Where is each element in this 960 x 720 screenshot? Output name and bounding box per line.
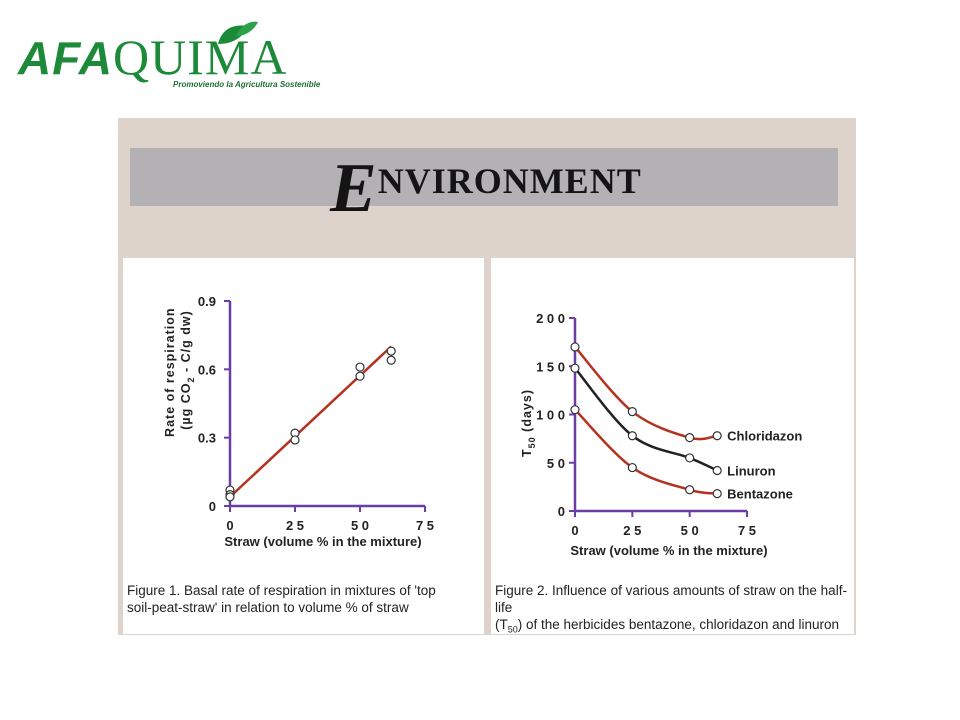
figure-1-y-axis-label: Rate of respiration (µg CO2 - C/g dw) xyxy=(163,303,196,437)
figure-2-caption: Figure 2. Influence of various amounts o… xyxy=(495,582,852,639)
figure-1-chart: 0 2 5 5 0 7 5 0 0.3 0.6 0.9 Straw (volume % in … xyxy=(163,294,434,549)
figure-2-bentazone-point xyxy=(627,462,637,473)
logo-wordmark: AFAQUIMA xyxy=(18,32,287,83)
figure-2-bentazone-line xyxy=(574,408,718,495)
figure-2-caption-line-1: Figure 2. Influence of various amounts o… xyxy=(495,583,847,615)
figure-2-chloridazon-point xyxy=(712,431,722,441)
figure-1-y-label-line-2: (µg CO xyxy=(179,383,193,430)
figure-1-x-axis-label: Straw (volume % in the mixture) xyxy=(224,534,421,548)
figure-1-panel: 0 2 5 5 0 7 5 0 0.3 0.6 0.9 Straw (volume % in … xyxy=(123,258,484,634)
figure-1-y-label-sub: 2 xyxy=(186,377,196,383)
figure-2-y-label-unit: (days) xyxy=(520,389,534,436)
figure-2-y-tick-label: 1 5 0 xyxy=(536,359,565,374)
figure-2-x-tick-label: 2 5 xyxy=(623,523,641,538)
leaf-icon xyxy=(218,21,258,44)
figure-2-y-tick-label: 5 0 xyxy=(547,456,565,471)
figure-2-linuron-point xyxy=(570,363,580,373)
logo-quima-text: QUIMA xyxy=(113,29,288,85)
figure-1-caption-line-1: Figure 1. Basal rate of respiration in m… xyxy=(127,583,436,598)
figure-1-y-tick-label: 0 xyxy=(209,499,216,514)
figure-2-chloridazon-line xyxy=(574,346,718,441)
figure-1-data-point xyxy=(225,492,235,502)
figure-1-y-tick-label: 0.6 xyxy=(198,362,216,377)
figure-1-y-tick-label: 0.9 xyxy=(198,294,216,309)
figure-2-chloridazon-point xyxy=(627,407,637,417)
figure-2-y-tick-label: 2 0 0 xyxy=(536,311,565,326)
figure-2-caption-rest: ) of the herbicides bentazone, chloridaz… xyxy=(517,617,839,632)
figure-1-x-tick-label: 7 5 xyxy=(416,518,434,533)
figure-2-x-tick-label: 0 xyxy=(571,523,578,538)
figure-1-x-tick-label: 5 0 xyxy=(351,518,369,533)
figure-1-data-point xyxy=(386,355,396,365)
figure-1-caption: Figure 1. Basal rate of respiration in m… xyxy=(127,582,482,616)
figure-1-y-tick-label: 0.3 xyxy=(198,431,216,446)
figure-2-bentazone-label: Bentazone xyxy=(727,487,793,502)
figure-2-caption-t: (T xyxy=(495,617,508,632)
logo-afa-text: AFA xyxy=(18,32,113,84)
figure-2-linuron-label: Linuron xyxy=(727,463,775,478)
figure-2-caption-line-2: (T50) of the herbicides bentazone, chlor… xyxy=(495,616,852,639)
banner-first-letter: E xyxy=(330,150,378,227)
figure-2-linuron-point xyxy=(685,453,695,463)
figure-2-bentazone-point xyxy=(570,405,580,415)
figure-2-panel: 0 2 5 5 0 7 5 0 5 0 1 0 0 1 5 0 2 0 0 Chloridazo… xyxy=(491,258,854,635)
figure-1-trend-line xyxy=(229,345,393,498)
figure-2-linuron-point xyxy=(627,431,637,441)
figure-2-chloridazon-point xyxy=(570,342,580,352)
figure-2-chart: 0 2 5 5 0 7 5 0 5 0 1 0 0 1 5 0 2 0 0 Chloridazo… xyxy=(520,311,802,558)
figure-1-x-tick-label: 0 xyxy=(226,518,233,533)
banner-rest: NVIRONMENT xyxy=(377,161,642,201)
figure-1-y-label-line-2b: - C/g dw) xyxy=(179,310,193,376)
figure-2-y-tick-label: 0 xyxy=(558,504,565,519)
figure-1-y-label-line-1: Rate of respiration xyxy=(163,308,177,437)
figure-2-y-label-sub: 50 xyxy=(527,436,537,448)
afaquima-logo: AFAQUIMA Promoviendo la Agricultura Sost… xyxy=(18,18,328,98)
environment-banner xyxy=(130,148,838,206)
figure-2-chloridazon-label: Chloridazon xyxy=(727,429,802,444)
figure-2-bentazone-point xyxy=(685,485,695,495)
figure-2-chloridazon-point xyxy=(685,433,695,443)
figure-2-linuron-line xyxy=(574,367,718,472)
banner-title: ENVIRONMENT xyxy=(330,149,642,229)
figure-1-data-point xyxy=(355,362,365,372)
figure-2-bentazone-point xyxy=(712,489,722,499)
figure-2-y-label-t: T xyxy=(520,448,534,457)
figure-1-x-tick-label: 2 5 xyxy=(286,518,304,533)
figure-1-data-point xyxy=(355,371,365,381)
figure-2-y-axis-label: T50 (days) xyxy=(520,389,537,457)
figure-2-x-tick-label: 5 0 xyxy=(681,523,699,538)
figure-2-y-tick-label: 1 0 0 xyxy=(536,408,565,423)
figure-2-caption-sub: 50 xyxy=(507,624,518,635)
figure-2-x-axis-label: Straw (volume % in the mixture) xyxy=(570,543,767,558)
logo-tagline: Promoviendo la Agricultura Sostenible xyxy=(173,80,321,89)
figure-1-caption-line-2: soil-peat-straw' in relation to volume %… xyxy=(127,600,409,615)
figure-1-data-point xyxy=(386,346,396,356)
figure-2-linuron-point xyxy=(712,465,722,476)
figure-1-data-point xyxy=(290,435,300,445)
figure-2-x-tick-label: 7 5 xyxy=(738,523,756,538)
